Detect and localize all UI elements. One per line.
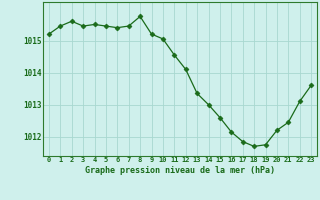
X-axis label: Graphe pression niveau de la mer (hPa): Graphe pression niveau de la mer (hPa) (85, 166, 275, 175)
